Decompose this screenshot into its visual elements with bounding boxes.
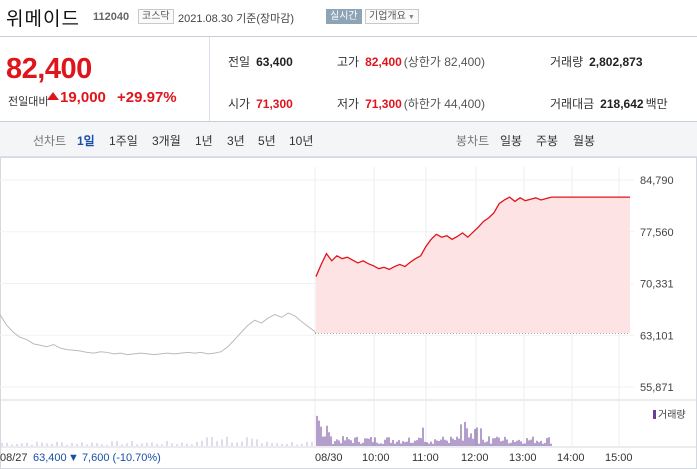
tab-3year[interactable]: 3년 — [227, 134, 245, 148]
tab-5year[interactable]: 5년 — [258, 134, 276, 148]
trade-value-stat: 거래대금 218,642 백만 — [550, 97, 668, 111]
volume-legend-label: 거래량 — [658, 409, 686, 421]
chart-canvas: 84,790 77,560 70,331 63,101 55,871 거래량 08/27 08… — [0, 157, 697, 469]
price-area-fill — [316, 197, 630, 334]
x-tick-label: 08/27 — [0, 452, 28, 464]
line-chart-group-label: 선차트 — [33, 134, 67, 148]
price-summary: 82,400 전일대비 19,000 +29.97% 전일 63,400 고가 82… — [0, 36, 697, 122]
company-info-button[interactable]: 기업개요 ▼ — [365, 9, 419, 24]
x-tick-label: 12:00 — [461, 452, 489, 464]
tab-1day[interactable]: 1일 — [77, 134, 95, 148]
footer-prev-price: 63,400 — [33, 452, 67, 464]
previous-day-line — [0, 312, 316, 356]
low-stat: 저가 71,300 (하한가 44,400) — [337, 97, 485, 111]
tab-1week[interactable]: 1주일 — [109, 134, 138, 148]
change-label: 전일대비 — [8, 96, 49, 108]
stock-code: 112040 — [93, 11, 130, 23]
date-text: 2021.08.30 기준(장마감) — [178, 13, 295, 25]
x-tick-label: 14:00 — [557, 452, 585, 464]
open-stat: 시가 71,300 — [228, 97, 293, 111]
x-tick-label: 13:00 — [509, 452, 537, 464]
candle-chart-group-label: 봉차트 — [456, 134, 490, 148]
stock-name: 위메이드 — [6, 9, 80, 30]
tab-1year[interactable]: 1년 — [195, 134, 213, 148]
current-price: 82,400 — [6, 53, 92, 85]
tab-10year[interactable]: 10년 — [289, 134, 314, 148]
tab-daily-candle[interactable]: 일봉 — [500, 134, 523, 148]
x-tick-label: 10:00 — [362, 452, 390, 464]
live-button[interactable]: 실시간 — [326, 9, 362, 24]
chevron-down-icon: ▼ — [407, 14, 415, 21]
tab-weekly-candle[interactable]: 주봉 — [536, 134, 559, 148]
x-tick-label: 08/30 — [315, 452, 343, 464]
y-tick-label: 70,331 — [640, 279, 674, 291]
high-stat: 고가 82,400 (상한가 82,400) — [337, 55, 485, 69]
y-tick-label: 63,101 — [640, 330, 674, 342]
market-badge: 코스닥 — [138, 9, 174, 24]
y-tick-label: 84,790 — [640, 175, 674, 187]
chart-period-tabs: 선차트 1일 1주일 3개월 1년 3년 5년 10년 봉차트 일봉 주봉 월봉 — [0, 122, 697, 157]
arrow-up-icon — [47, 92, 59, 100]
prev-close-stat: 전일 63,400 — [228, 55, 293, 69]
footer-change: ▼ 7,600 (-10.70%) — [68, 452, 161, 464]
stock-header: 위메이드 112040 코스닥 2021.08.30 기준(장마감) 실시간 기… — [0, 0, 697, 36]
tab-3month[interactable]: 3개월 — [152, 134, 181, 148]
tab-monthly-candle[interactable]: 월봉 — [573, 134, 596, 148]
volume-stat: 거래량 2,802,873 — [550, 55, 643, 69]
change-amount: 19,000 — [60, 89, 106, 106]
change-percent: +29.97% — [117, 89, 177, 106]
volume-legend-swatch — [653, 410, 656, 419]
intraday-chart: 84,790 77,560 70,331 63,101 55,871 거래량 08/27 08… — [0, 157, 697, 469]
x-tick-label: 15:00 — [605, 452, 633, 464]
y-tick-label: 55,871 — [640, 382, 674, 394]
today-price-line — [315, 196, 630, 277]
x-tick-label: 11:00 — [412, 452, 439, 464]
y-tick-label: 77,560 — [640, 227, 674, 239]
divider — [209, 37, 210, 121]
company-info-label: 기업개요 — [369, 11, 406, 22]
